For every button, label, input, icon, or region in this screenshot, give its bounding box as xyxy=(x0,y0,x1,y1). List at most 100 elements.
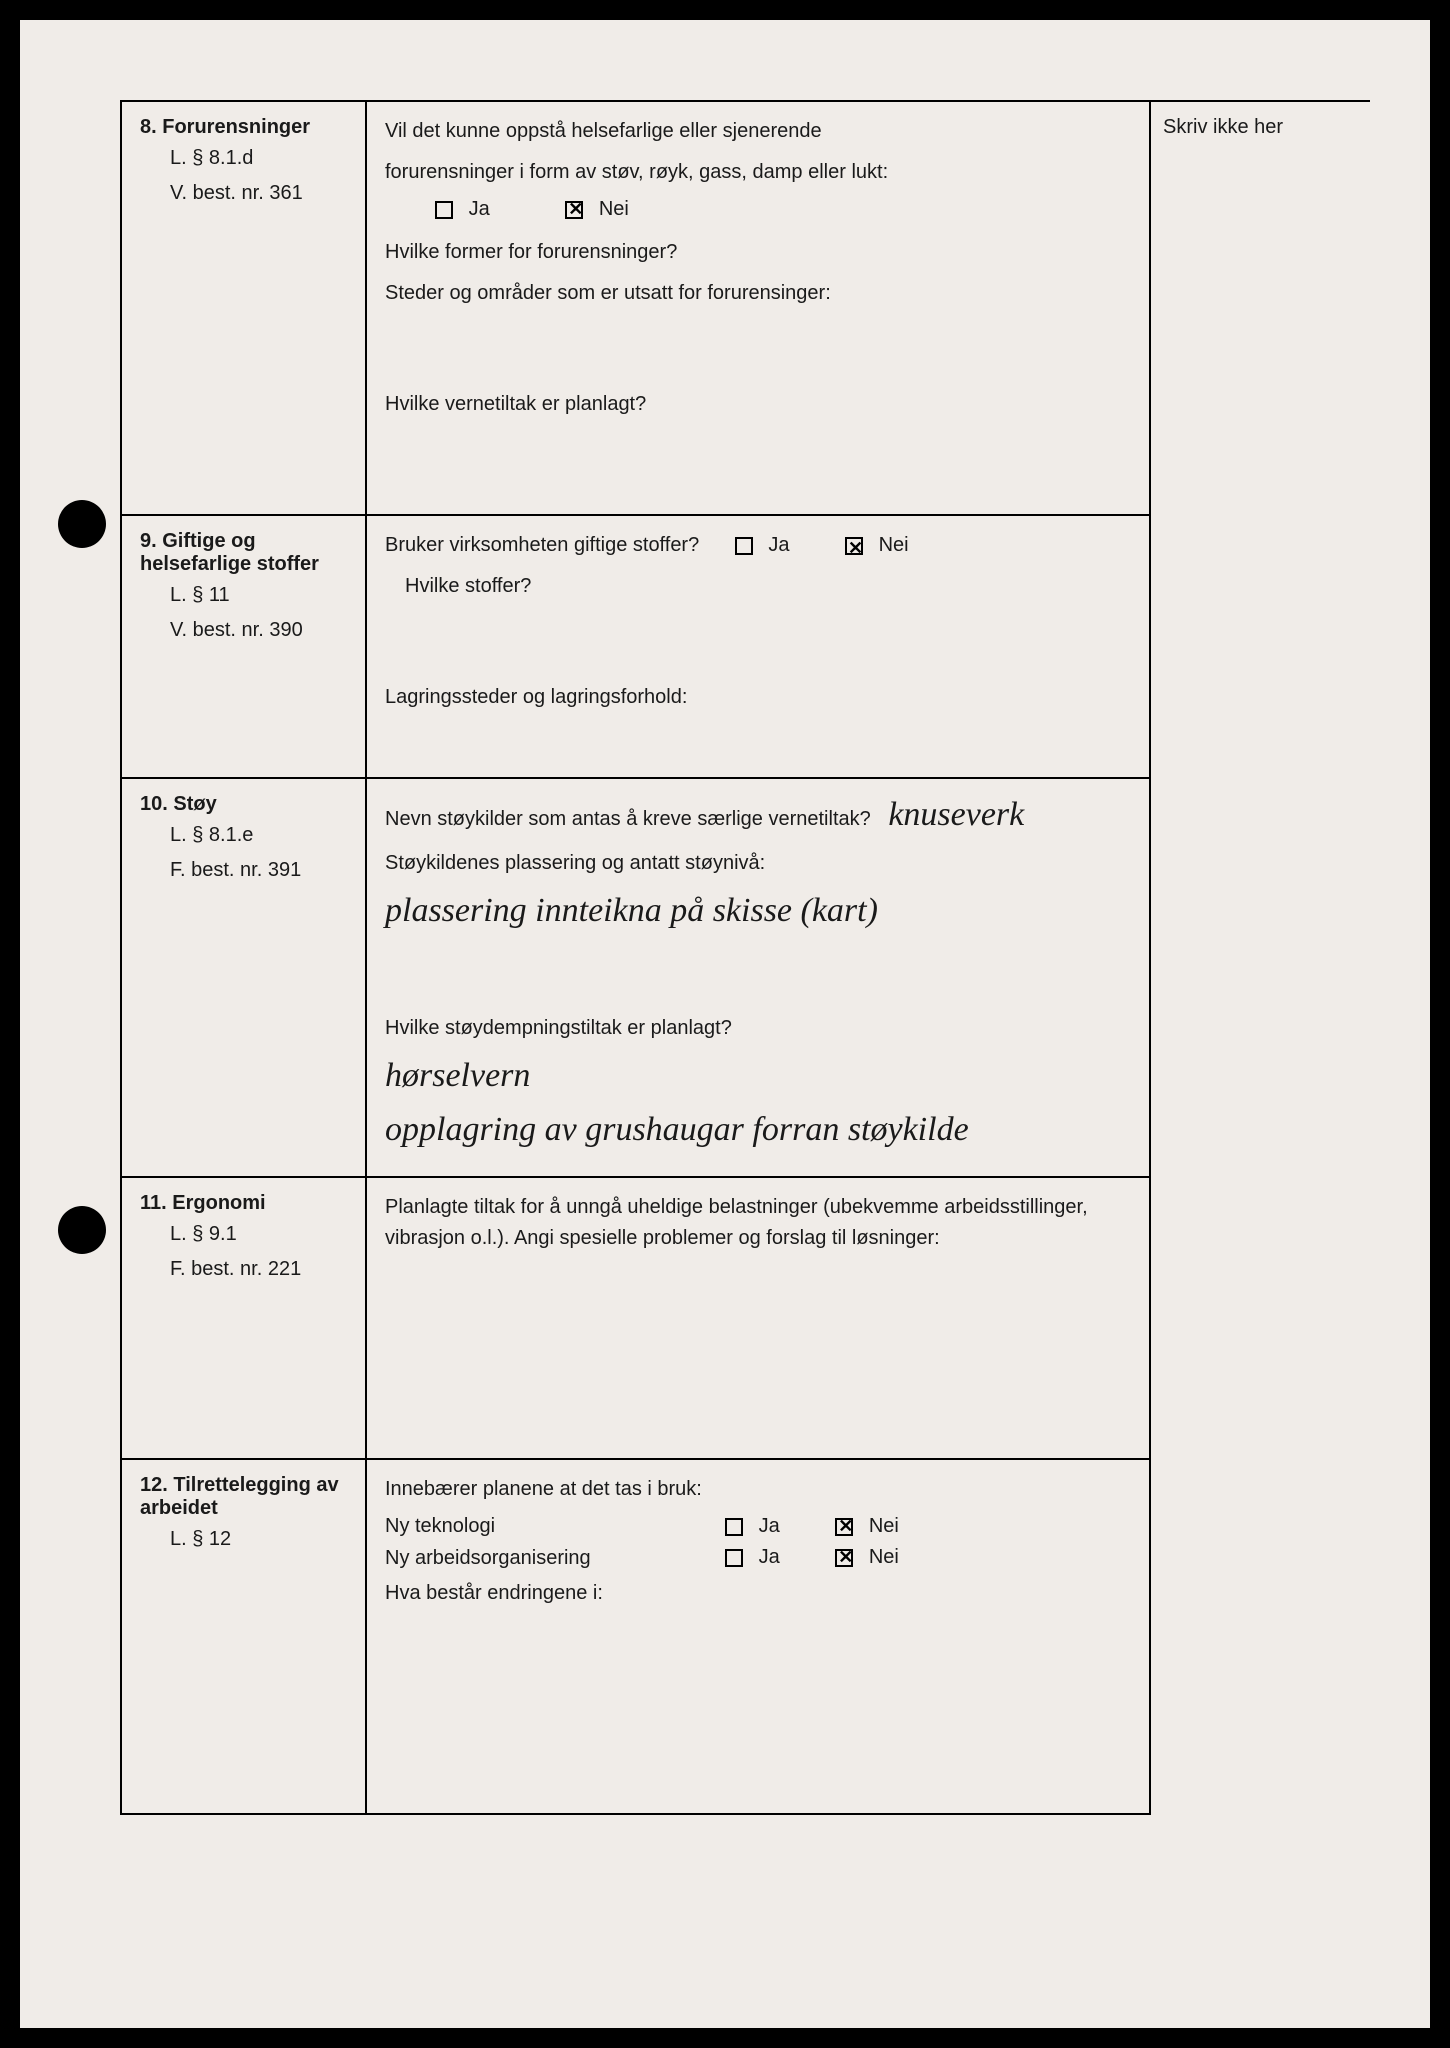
question-text: Steder og områder som er utsatt for foru… xyxy=(385,278,1131,309)
question-text: Hvilke vernetiltak er planlagt? xyxy=(385,389,1131,420)
spacer xyxy=(385,1404,1131,1444)
option-ja: Ja xyxy=(435,198,490,221)
checkbox-group: Ja Nei xyxy=(725,1546,949,1569)
section-num: 10. xyxy=(140,793,168,815)
section-num: 9. xyxy=(140,530,157,552)
section-ref: L. § 8.1.e xyxy=(170,820,347,851)
option-label: Nei xyxy=(879,534,909,556)
checkbox-nei[interactable] xyxy=(835,1518,853,1536)
question-text: Vil det kunne oppstå helsefarlige eller … xyxy=(385,116,1131,147)
option-ja: Ja xyxy=(725,1515,780,1538)
section-ref: V. best. nr. 361 xyxy=(170,178,347,209)
form-table: 8. Forurensninger L. § 8.1.d V. best. nr… xyxy=(120,100,1370,1815)
handwritten-answer: opplagring av grushaugar forran støykild… xyxy=(385,1108,1131,1152)
side-note-text: Skriv ikke her xyxy=(1163,116,1358,139)
section-ref: F. best. nr. 221 xyxy=(170,1254,347,1285)
spacer xyxy=(385,723,1131,763)
question-text: Planlagte tiltak for å unngå uheldige be… xyxy=(385,1192,1131,1254)
punch-hole-icon xyxy=(58,1206,106,1254)
section-ref: F. best. nr. 391 xyxy=(170,855,347,886)
question-line: Nevn støykilder som antas å kreve særlig… xyxy=(385,793,1131,837)
section-title: Støy xyxy=(173,793,216,815)
section-12-label: 12. Tilrettelegging av arbeidet L. § 12 xyxy=(121,1459,366,1813)
spacer xyxy=(385,1619,1131,1689)
handwritten-answer: knuseverk xyxy=(888,796,1024,833)
form-wrapper: 8. Forurensninger L. § 8.1.d V. best. nr… xyxy=(120,100,1370,1815)
section-11-content: Planlagte tiltak for å unngå uheldige be… xyxy=(366,1177,1150,1459)
checkbox-group: Ja Nei xyxy=(725,1515,949,1538)
checkbox-group: Ja Nei xyxy=(735,530,959,561)
section-9-content: Bruker virksomheten giftige stoffer? Ja … xyxy=(366,515,1150,778)
spacer xyxy=(385,430,1131,500)
section-num: 12. xyxy=(140,1474,168,1496)
spacer xyxy=(385,943,1131,1013)
option-ja: Ja xyxy=(735,530,790,561)
checkbox-ja[interactable] xyxy=(725,1549,743,1567)
question-text: Lagringssteder og lagringsforhold: xyxy=(385,682,1131,713)
checkbox-ja[interactable] xyxy=(735,537,753,555)
section-10-content: Nevn støykilder som antas å kreve særlig… xyxy=(366,778,1150,1177)
checkbox-ja[interactable] xyxy=(725,1518,743,1536)
option-row-teknologi: Ny teknologi Ja Nei xyxy=(385,1515,1131,1538)
document-page: 8. Forurensninger L. § 8.1.d V. best. nr… xyxy=(20,20,1430,2028)
option-label: Ja xyxy=(469,198,490,220)
option-label: Nei xyxy=(599,198,629,220)
option-nei: Nei xyxy=(845,530,909,561)
checkbox-ja[interactable] xyxy=(435,201,453,219)
side-note-column: Skriv ikke her xyxy=(1150,101,1370,1814)
option-name: Ny arbeidsorganisering xyxy=(385,1547,725,1570)
spacer xyxy=(385,1334,1131,1404)
section-num: 11. xyxy=(140,1192,167,1214)
section-ref: L. § 9.1 xyxy=(170,1219,347,1250)
section-12-content: Innebærer planene at det tas i bruk: Ny … xyxy=(366,1459,1150,1813)
option-row-arbeidsorg: Ny arbeidsorganisering Ja Nei xyxy=(385,1546,1131,1569)
option-name: Ny teknologi xyxy=(385,1515,725,1538)
section-title: Giftige og helsefarlige stoffer xyxy=(140,530,319,575)
option-label: Ja xyxy=(759,1547,780,1569)
section-8-row: 8. Forurensninger L. § 8.1.d V. best. nr… xyxy=(121,101,1370,515)
question-text: Hvilke stoffer? xyxy=(405,571,1131,602)
spacer xyxy=(385,1689,1131,1759)
option-ja: Ja xyxy=(725,1546,780,1569)
handwritten-answer: plassering innteikna på skisse (kart) xyxy=(385,889,1131,933)
punch-hole-icon xyxy=(58,500,106,548)
spacer xyxy=(385,1264,1131,1334)
option-label: Nei xyxy=(869,1515,899,1537)
checkbox-group: Ja Nei xyxy=(435,198,1131,221)
option-nei: Nei xyxy=(565,198,629,221)
question-text: Hva består endringene i: xyxy=(385,1578,1131,1609)
spacer xyxy=(385,319,1131,389)
section-10-label: 10. Støy L. § 8.1.e F. best. nr. 391 xyxy=(121,778,366,1177)
section-title: Ergonomi xyxy=(172,1192,265,1214)
handwritten-answer: hørselvern xyxy=(385,1054,1131,1098)
section-num: 8. xyxy=(140,116,157,138)
section-9-label: 9. Giftige og helsefarlige stoffer L. § … xyxy=(121,515,366,778)
option-nei: Nei xyxy=(835,1515,899,1538)
question-text: Bruker virksomheten giftige stoffer? xyxy=(385,534,699,556)
section-title: Forurensninger xyxy=(162,116,310,138)
option-nei: Nei xyxy=(835,1546,899,1569)
spacer xyxy=(385,1759,1131,1799)
option-label: Ja xyxy=(759,1515,780,1537)
option-label: Nei xyxy=(869,1547,899,1569)
section-ref: V. best. nr. 390 xyxy=(170,615,347,646)
section-ref: L. § 12 xyxy=(170,1524,347,1555)
checkbox-nei[interactable] xyxy=(835,1549,853,1567)
question-text: Innebærer planene at det tas i bruk: xyxy=(385,1474,1131,1505)
section-ref: L. § 11 xyxy=(170,580,347,611)
option-label: Ja xyxy=(768,534,789,556)
question-text: Hvilke støydempningstiltak er planlagt? xyxy=(385,1013,1131,1044)
question-text: Nevn støykilder som antas å kreve særlig… xyxy=(385,808,871,830)
question-line: Bruker virksomheten giftige stoffer? Ja … xyxy=(385,530,1131,561)
checkbox-nei[interactable] xyxy=(845,537,863,555)
section-ref: L. § 8.1.d xyxy=(170,143,347,174)
question-text: Støykildenes plassering og antatt støyni… xyxy=(385,848,1131,879)
question-text: forurensninger i form av støv, røyk, gas… xyxy=(385,157,1131,188)
checkbox-nei[interactable] xyxy=(565,201,583,219)
section-title: Tilrettelegging av arbeidet xyxy=(140,1474,339,1519)
spacer xyxy=(385,612,1131,682)
question-text: Hvilke former for forurensninger? xyxy=(385,237,1131,268)
section-11-label: 11. Ergonomi L. § 9.1 F. best. nr. 221 xyxy=(121,1177,366,1459)
section-8-label: 8. Forurensninger L. § 8.1.d V. best. nr… xyxy=(121,101,366,515)
section-8-content: Vil det kunne oppstå helsefarlige eller … xyxy=(366,101,1150,515)
